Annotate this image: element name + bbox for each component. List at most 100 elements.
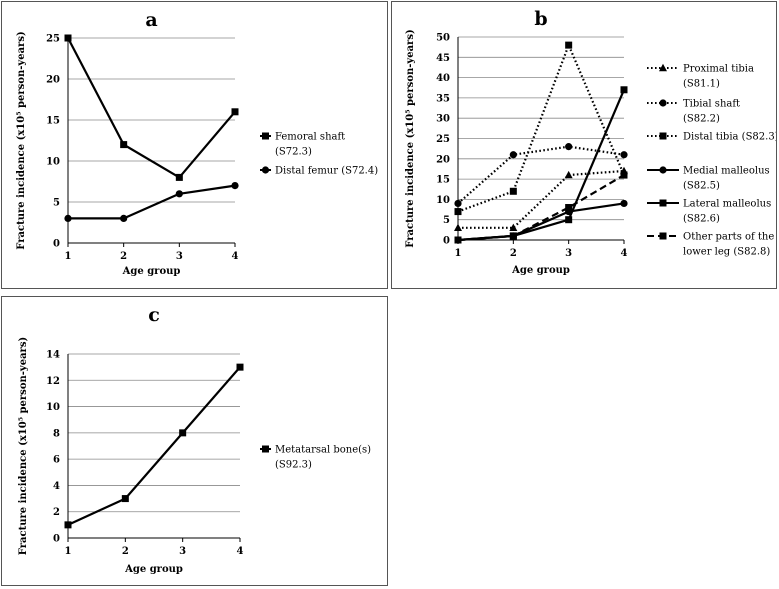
y-tick-label: 5 [443,215,450,226]
data-point-b-5 [565,216,573,224]
legend-label: Distal tibia (S82.3) [683,132,776,143]
data-point-a-1 [231,108,239,116]
legend-label: (S81.1) [683,79,720,90]
legend-label: Femoral shaft [275,132,345,143]
legend-label: (S82.5) [683,181,720,192]
data-point-b-2 [565,143,573,151]
chart-a-title: a [145,9,157,31]
y-axis-title: Fracture incidence (x10⁵ person-years) [16,31,27,249]
legend-marker [659,232,667,240]
legend-label: Medial malleolus [683,166,770,177]
legend-marker [261,166,270,174]
y-tick-label: 5 [53,198,60,209]
data-point-b-6 [620,171,628,179]
data-point-a-1 [64,34,72,42]
legend-label: Proximal tibia [683,64,754,75]
data-point-b-2 [454,199,462,208]
chart-c-title: c [148,304,160,326]
y-tick-label: 15 [436,175,450,186]
legend-marker [659,99,667,107]
y-tick-label: 0 [53,239,60,250]
legend-label: Lateral malleolus [683,199,771,210]
legend-marker [659,199,667,207]
y-tick-label: 6 [53,455,60,466]
data-point-b-1 [564,170,573,179]
y-tick-label: 35 [436,93,450,104]
y-tick-label: 45 [436,53,450,64]
data-point-c-1 [236,363,244,371]
chart-panel-a: a 0 5 10 15 20 25 1 2 3 4 Age group Fracture inciden… [1,1,388,289]
data-point-b-3 [565,41,573,49]
legend-label: (S82.2) [683,114,720,125]
legend-label: Distal femur (S72.4) [275,166,378,177]
y-tick-label: 15 [46,116,60,127]
data-point-a-2 [231,182,239,190]
data-point-b-2 [509,151,517,159]
x-tick-label: 1 [65,546,72,557]
legend-marker [262,132,269,140]
series-line-b-4 [457,202,625,242]
data-point-b-3 [509,187,517,195]
y-tick-label: 2 [53,507,60,518]
chart-b-title: b [534,8,547,30]
series-line-a-2 [68,184,236,220]
x-tick-label: 4 [237,546,244,557]
y-tick-label: 0 [443,236,450,247]
x-tick-label: 4 [621,248,628,259]
series-line-c-1 [67,366,241,526]
legend-marker [262,445,269,453]
x-tick-label: 1 [65,251,72,262]
data-point-a-2 [175,190,183,198]
data-point-c-1 [64,521,72,529]
y-tick-label: 8 [53,428,60,439]
y-tick-label: 10 [46,157,60,168]
chart-panel-b: b 0 5 10 15 20 25 30 35 40 45 50 1 2 3 4 Age group Fractu… [391,1,777,289]
data-point-c-1 [179,429,187,437]
y-axis-title: Fracture incidence (x10⁵ person-years) [18,337,29,555]
series-line-b-1 [458,169,625,229]
data-point-b-6 [509,232,517,240]
legend-label: (S82.6) [683,214,720,225]
y-tick-label: 12 [46,376,60,387]
x-tick-label: 2 [122,546,129,557]
legend-label: (S72.3) [275,147,312,158]
data-point-b-6 [454,236,462,244]
series-line-b-3 [457,44,626,213]
data-point-b-3 [454,208,462,216]
data-point-b-1 [454,223,462,232]
x-tick-label: 4 [232,251,239,262]
y-tick-label: 25 [436,134,450,145]
legend-marker [659,166,667,174]
y-tick-label: 10 [436,195,450,206]
series-line-b-2 [457,145,625,205]
x-tick-label: 2 [510,248,517,259]
x-axis-title: Age group [122,266,181,277]
legend-marker [659,132,667,140]
y-tick-label: 4 [53,481,60,492]
series-line-a-1 [67,37,236,179]
legend-label: Tibial shaft [683,99,740,110]
y-tick-label: 50 [436,33,450,44]
y-tick-label: 0 [53,534,60,545]
x-tick-label: 1 [455,248,462,259]
y-tick-label: 20 [436,154,450,165]
legend-label: Metatarsal bone(s) [275,445,371,456]
series-line-b-6 [457,174,625,242]
x-tick-label: 3 [176,251,183,262]
y-tick-label: 14 [46,350,60,361]
y-tick-label: 40 [436,73,450,84]
x-axis-title: Age group [511,265,570,276]
data-point-b-2 [620,151,628,159]
legend-label: lower leg (S82.8) [683,247,770,258]
data-point-b-4 [620,199,628,208]
legend-label: (S92.3) [275,460,312,471]
y-tick-label: 25 [46,34,60,45]
data-point-b-6 [565,204,573,212]
x-axis-title: Age group [124,564,183,575]
data-point-a-1 [120,141,128,149]
data-point-c-1 [121,495,129,503]
legend-label: Other parts of the [683,232,774,243]
x-tick-label: 3 [179,546,186,557]
y-axis-title: Fracture incidence (x10⁵ person-years) [405,29,416,247]
